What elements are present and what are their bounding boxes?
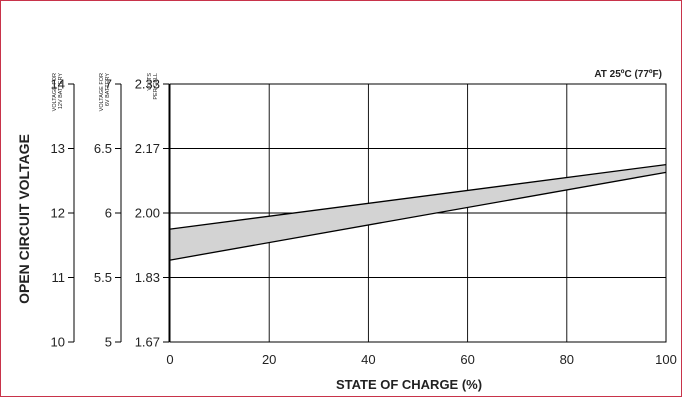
y-axis-header: VOLTAGE FOR bbox=[52, 73, 58, 111]
y-axis-header: VOLTS bbox=[147, 73, 153, 91]
y-axis-header: VOLTAGE FOR bbox=[99, 73, 105, 111]
voltage-band bbox=[170, 164, 666, 261]
plot-area-border bbox=[169, 83, 667, 343]
y-tick-label: 6.5 bbox=[94, 141, 112, 156]
y-tick-label: 12 bbox=[51, 206, 65, 221]
y-tick-label: 5 bbox=[105, 335, 112, 350]
x-tick-label: 100 bbox=[655, 352, 677, 367]
y-tick-label: 1.83 bbox=[135, 270, 160, 285]
x-tick-label: 40 bbox=[361, 352, 375, 367]
y-axis-title: OPEN CIRCUIT VOLTAGE bbox=[16, 134, 32, 304]
y-tick-label: 2.33 bbox=[135, 77, 160, 92]
y-axis-header: 12V BATTERY bbox=[58, 73, 64, 110]
x-axis-title: STATE OF CHARGE (%) bbox=[336, 377, 482, 392]
band-lower-line bbox=[169, 171, 667, 261]
band-upper-line bbox=[169, 163, 667, 230]
y-tick-label: 5.5 bbox=[94, 270, 112, 285]
y-axis-header: 6V BATTERY bbox=[105, 73, 111, 106]
y-tick-label: 14 bbox=[51, 77, 65, 92]
y-tick-label: 13 bbox=[51, 141, 65, 156]
y-tick-label: 2.00 bbox=[135, 206, 160, 221]
y-axis-header: PER CELL bbox=[153, 73, 159, 100]
y-tick-label: 10 bbox=[51, 335, 65, 350]
y-tick-label: 7 bbox=[105, 77, 112, 92]
x-tick-label: 60 bbox=[460, 352, 474, 367]
x-tick-label: 80 bbox=[560, 352, 574, 367]
x-tick-label: 0 bbox=[166, 352, 173, 367]
x-tick-label: 20 bbox=[262, 352, 276, 367]
y-tick-label: 2.17 bbox=[135, 141, 160, 156]
y-tick-label: 1.67 bbox=[135, 335, 160, 350]
y-tick-label: 11 bbox=[52, 270, 66, 285]
y-tick-label: 6 bbox=[105, 206, 112, 221]
temperature-condition: AT 25ºC (77ºF) bbox=[594, 69, 662, 80]
